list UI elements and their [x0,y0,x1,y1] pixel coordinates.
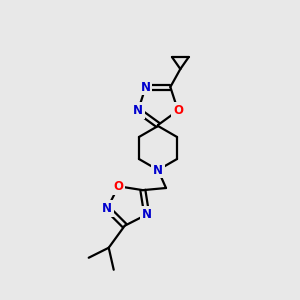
Text: N: N [142,208,152,221]
Text: N: N [153,164,163,176]
Text: O: O [113,180,124,193]
Text: N: N [102,202,112,215]
Text: N: N [133,104,143,117]
Text: N: N [141,80,151,94]
Text: O: O [173,104,183,117]
